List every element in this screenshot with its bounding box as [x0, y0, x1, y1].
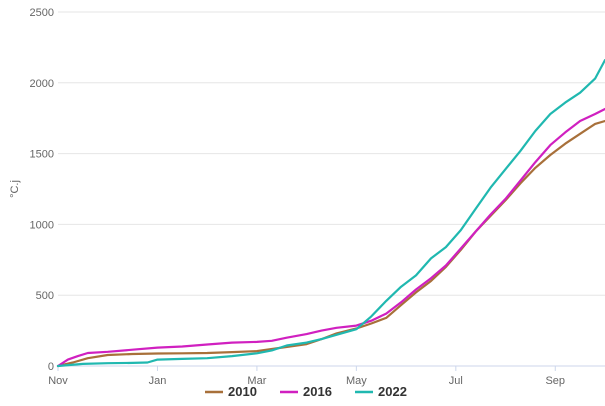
x-tick-label: Jul	[449, 375, 463, 387]
y-tick-label: 1500	[30, 149, 54, 161]
y-tick-label: 2000	[30, 78, 54, 90]
y-axis-title: °C.j	[9, 180, 21, 198]
series-lines	[56, 59, 605, 368]
x-tick-label: Nov	[48, 375, 68, 387]
x-tick-label: Mar	[247, 375, 266, 387]
legend-item[interactable]: 2016	[280, 384, 332, 399]
y-tick-label: 2500	[30, 7, 54, 19]
x-tick-labels: Nov Jan Mar May Jul Sep	[48, 366, 565, 387]
x-tick-label: May	[346, 375, 367, 387]
y-tick-labels: 0 500 1000 1500 2000 2500	[30, 7, 54, 373]
legend-label: 2022	[378, 384, 407, 399]
y-tick-label: 1000	[30, 219, 54, 231]
series-line-2022	[56, 59, 605, 368]
legend-item[interactable]: 2022	[355, 384, 407, 399]
legend-label: 2016	[303, 384, 332, 399]
y-tick-label: 0	[48, 361, 54, 373]
legend: 2010 2016 2022	[205, 384, 407, 399]
legend-item[interactable]: 2010	[205, 384, 257, 399]
legend-label: 2010	[228, 384, 257, 399]
grid-lines	[58, 11, 605, 367]
x-tick-label: Sep	[545, 375, 565, 387]
x-tick-label: Jan	[149, 375, 167, 387]
series-line-2010	[56, 119, 605, 368]
y-tick-label: 500	[36, 290, 54, 302]
